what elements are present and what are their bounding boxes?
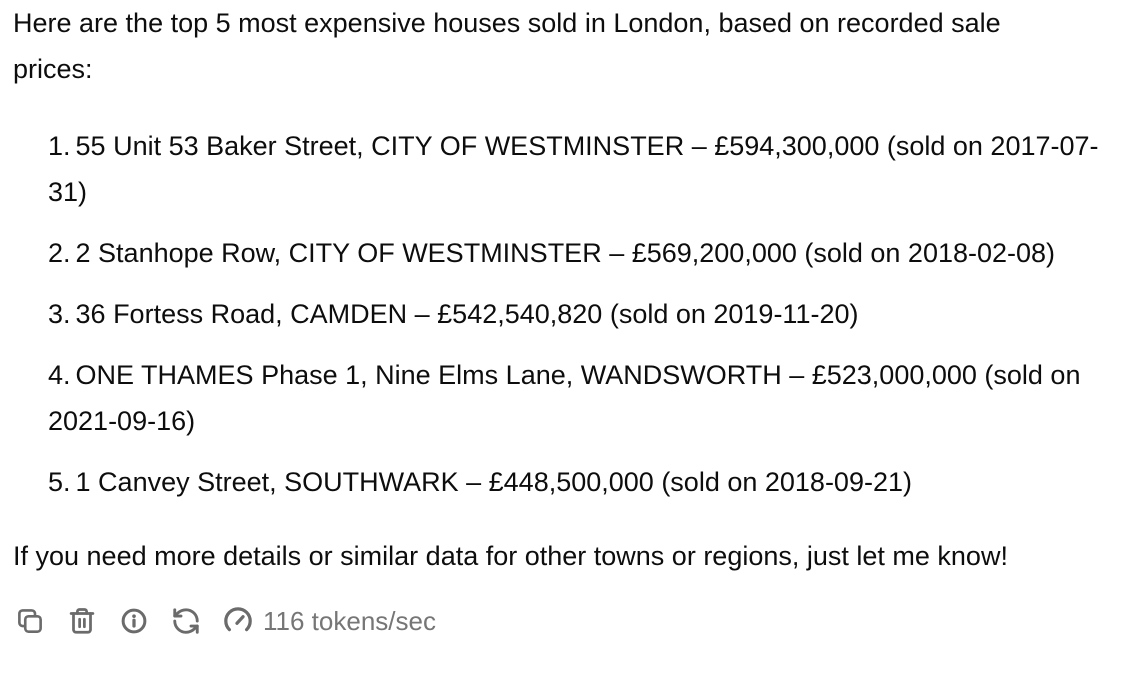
list-text: 55 Unit 53 Baker Street, CITY OF WESTMIN…	[48, 131, 1099, 207]
info-button[interactable]	[119, 606, 149, 636]
message-actions: 116 tokens/sec	[15, 606, 1109, 636]
list-marker: 2.	[48, 238, 71, 268]
token-throughput: 116 tokens/sec	[223, 606, 436, 636]
list-text: 36 Fortess Road, CAMDEN – £542,540,820 (…	[75, 299, 859, 329]
list-text: 1 Canvey Street, SOUTHWARK – £448,500,00…	[75, 467, 912, 497]
list-text: 2 Stanhope Row, CITY OF WESTMINSTER – £5…	[75, 238, 1056, 268]
list-item: 1. 55 Unit 53 Baker Street, CITY OF WESTM…	[48, 123, 1109, 215]
list-item: 2. 2 Stanhope Row, CITY OF WESTMINSTER – …	[48, 230, 1109, 276]
trash-icon	[67, 606, 97, 636]
list-marker: 5.	[48, 467, 71, 497]
copy-icon	[15, 606, 45, 636]
copy-button[interactable]	[15, 606, 45, 636]
list-item: 4. ONE THAMES Phase 1, Nine Elms Lane, WA…	[48, 352, 1109, 444]
list-item: 5. 1 Canvey Street, SOUTHWARK – £448,500,…	[48, 459, 1109, 505]
delete-button[interactable]	[67, 606, 97, 636]
outro-paragraph: If you need more details or similar data…	[13, 541, 1008, 571]
intro-paragraph: Here are the top 5 most expensive houses…	[13, 8, 1001, 84]
assistant-message: Here are the top 5 most expensive houses…	[13, 8, 1109, 636]
tokens-per-sec: 116 tokens/sec	[263, 606, 436, 636]
list-marker: 3.	[48, 299, 71, 329]
house-list: 1. 55 Unit 53 Baker Street, CITY OF WESTM…	[13, 123, 1109, 505]
list-item: 3. 36 Fortess Road, CAMDEN – £542,540,820…	[48, 291, 1109, 337]
info-circle-icon	[119, 606, 149, 636]
list-marker: 4.	[48, 360, 71, 390]
regenerate-button[interactable]	[171, 606, 201, 636]
list-text: ONE THAMES Phase 1, Nine Elms Lane, WAND…	[48, 360, 1081, 436]
regenerate-icon	[171, 606, 201, 636]
list-marker: 1.	[48, 131, 71, 161]
gauge-icon	[223, 606, 253, 636]
